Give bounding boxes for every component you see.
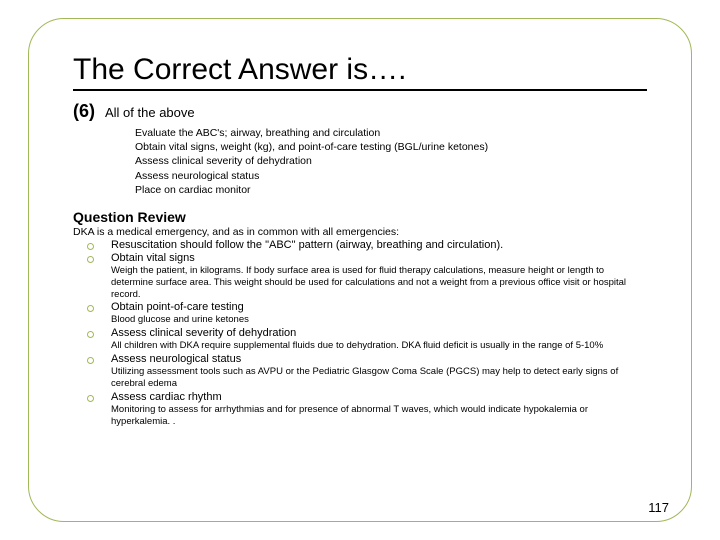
bullet-sub: Blood glucose and urine ketones — [111, 314, 647, 326]
bullet-label: Assess cardiac rhythm — [111, 391, 647, 403]
answer-item: Assess clinical severity of dehydration — [135, 154, 647, 168]
bullet-label: Resuscitation should follow the "ABC" pa… — [111, 239, 647, 251]
review-bullet: Assess clinical severity of dehydration … — [73, 327, 647, 352]
bullet-sub: Monitoring to assess for arrhythmias and… — [111, 404, 647, 428]
review-heading: Question Review — [73, 209, 647, 225]
answer-item: Place on cardiac monitor — [135, 183, 647, 197]
answer-item: Assess neurological status — [135, 169, 647, 183]
title-underline — [73, 89, 647, 91]
review-bullet: Obtain vital signs Weigh the patient, in… — [73, 252, 647, 301]
review-bullet: Assess cardiac rhythm Monitoring to asse… — [73, 391, 647, 428]
answer-label: All of the above — [105, 105, 195, 120]
bullet-label: Obtain point-of-care testing — [111, 301, 647, 313]
review-bullet: Assess neurological status Utilizing ass… — [73, 353, 647, 390]
bullet-sub: Weigh the patient, in kilograms. If body… — [111, 265, 647, 301]
review-bullet: Obtain point-of-care testing Blood gluco… — [73, 301, 647, 326]
review-intro: DKA is a medical emergency, and as in co… — [73, 226, 647, 238]
slide-frame: The Correct Answer is…. (6) All of the a… — [28, 18, 692, 522]
review-bullet: Resuscitation should follow the "ABC" pa… — [73, 239, 647, 251]
bullet-label: Assess clinical severity of dehydration — [111, 327, 647, 339]
bullet-label: Obtain vital signs — [111, 252, 647, 264]
page-number: 117 — [648, 500, 669, 515]
answer-number: (6) — [73, 101, 95, 122]
bullet-sub: Utilizing assessment tools such as AVPU … — [111, 366, 647, 390]
answer-item: Obtain vital signs, weight (kg), and poi… — [135, 140, 647, 154]
answer-item: Evaluate the ABC's; airway, breathing an… — [135, 126, 647, 140]
bullet-label: Assess neurological status — [111, 353, 647, 365]
answer-row: (6) All of the above — [73, 101, 647, 122]
review-list: Resuscitation should follow the "ABC" pa… — [73, 239, 647, 428]
answer-items: Evaluate the ABC's; airway, breathing an… — [135, 126, 647, 197]
bullet-sub: All children with DKA require supplement… — [111, 340, 647, 352]
slide-title: The Correct Answer is…. — [73, 53, 647, 87]
